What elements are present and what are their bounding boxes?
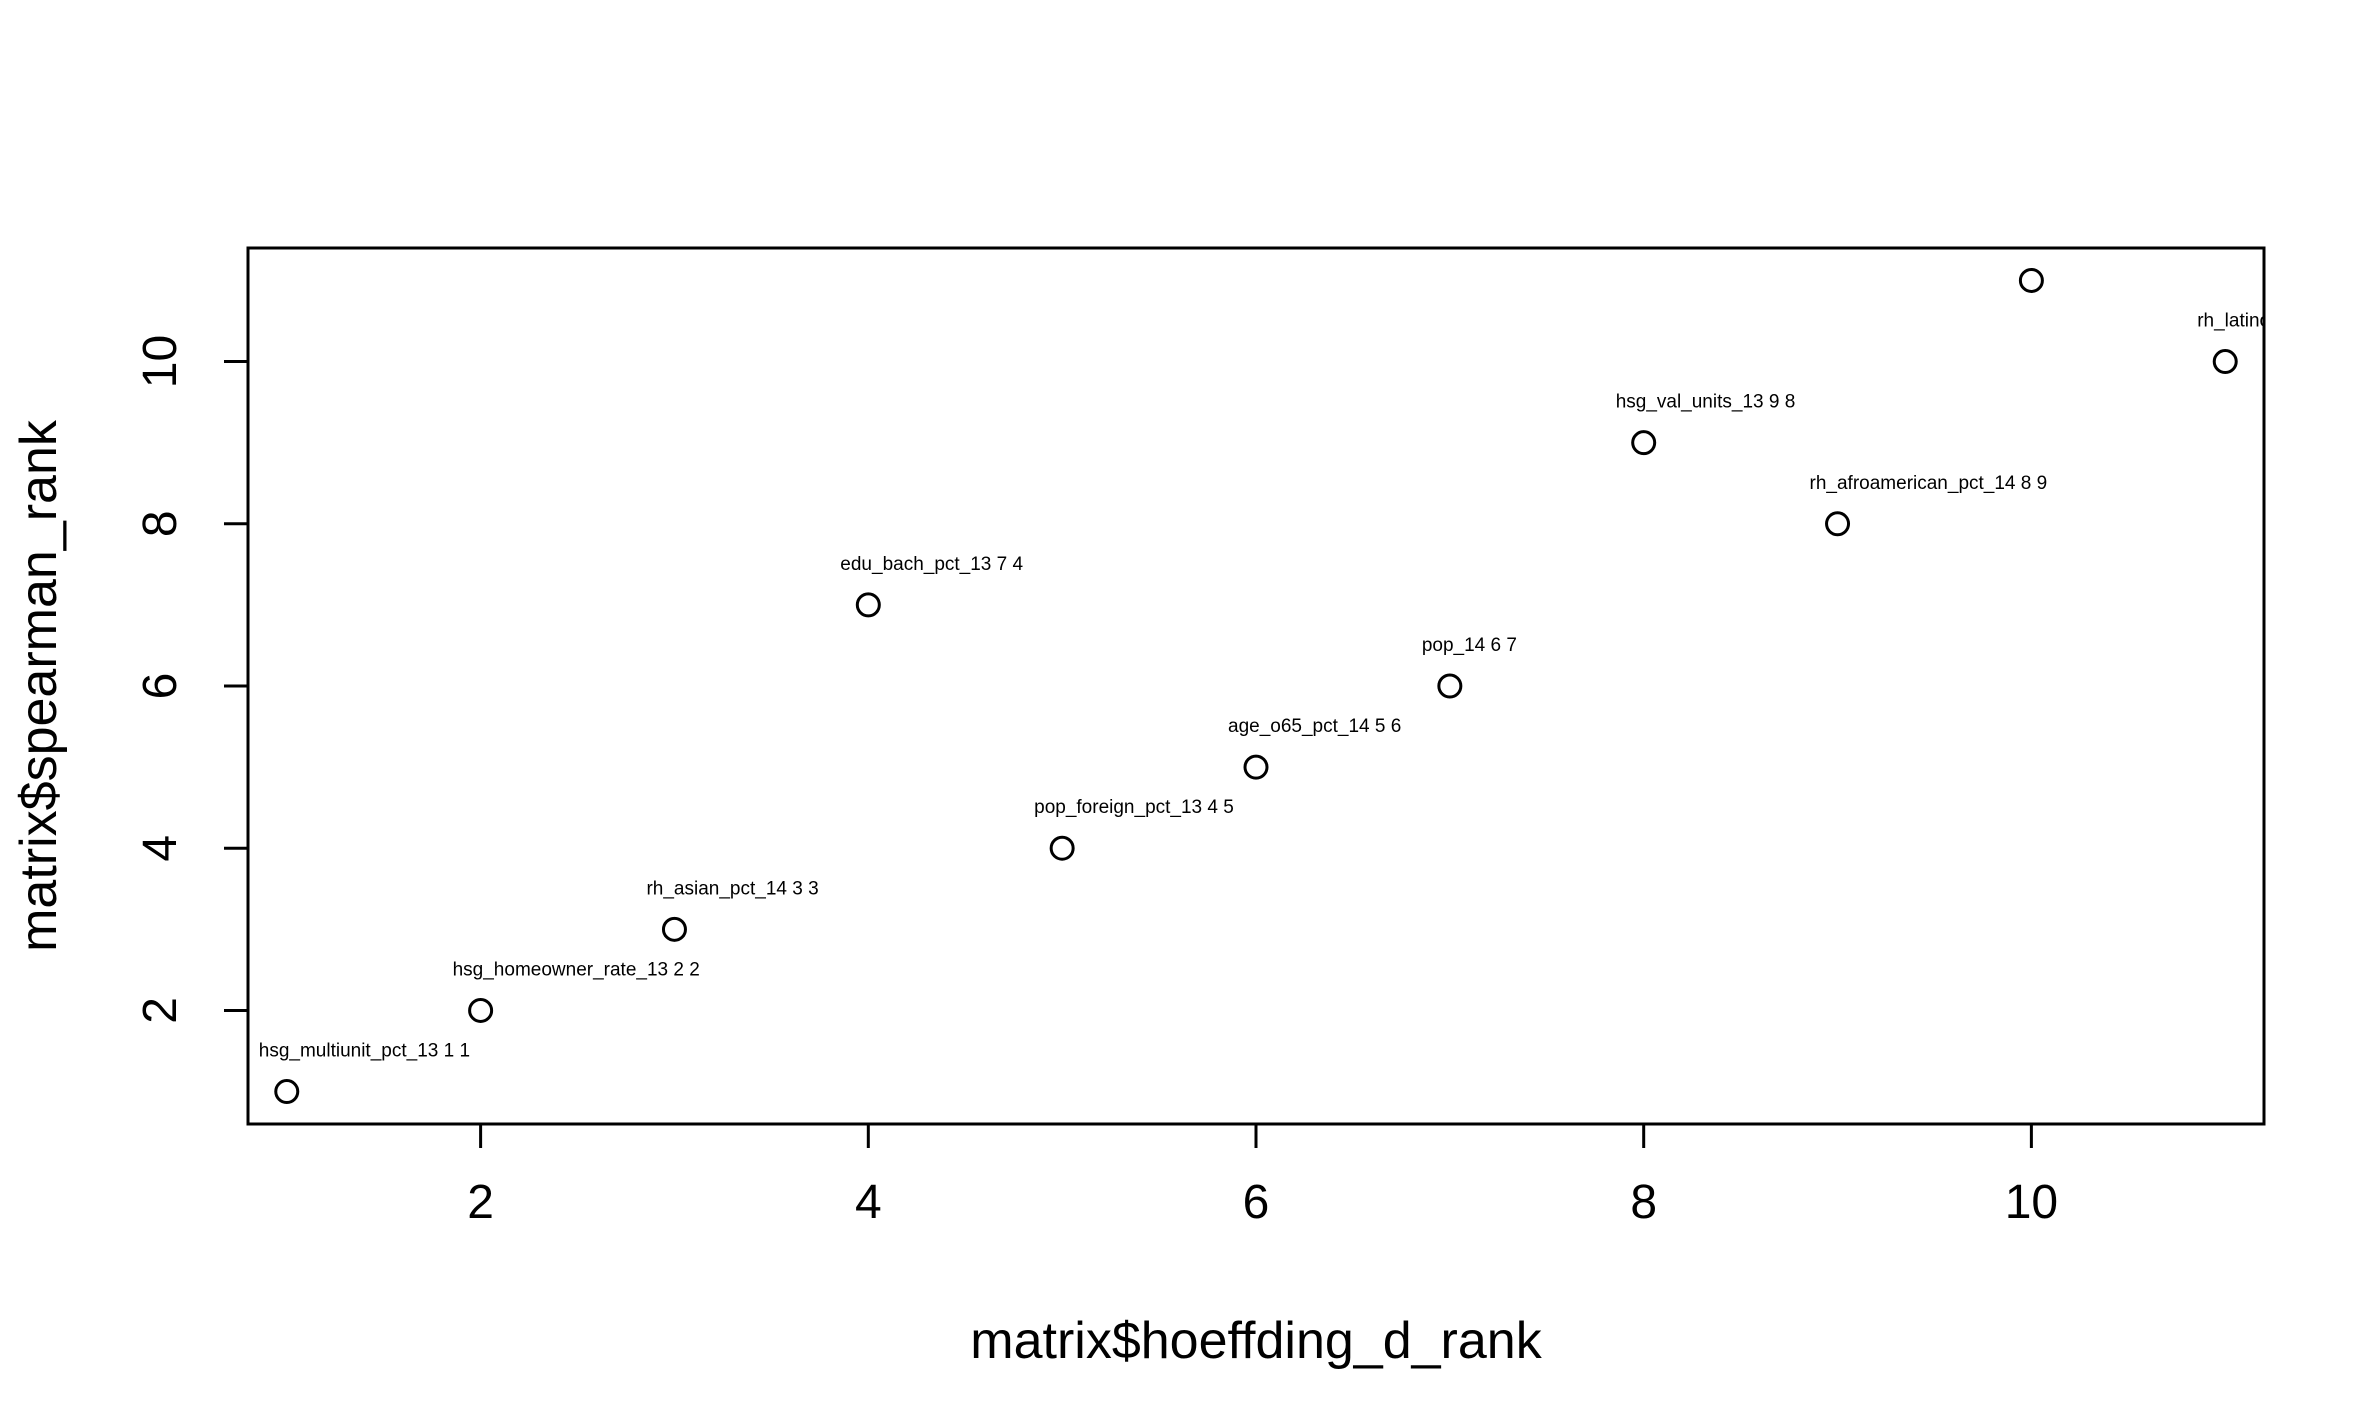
y-axis-title: matrix$spearman_rank (10, 419, 68, 952)
x-tick-label: 4 (855, 1176, 882, 1229)
point-label: hsg_homeowner_rate_13 2 2 (453, 959, 700, 980)
x-tick-label: 10 (2005, 1176, 2058, 1229)
point-labels: hsg_multiunit_pct_13 1 1 hsg_homeowner_ra… (259, 229, 2281, 1062)
point-label: _ _ _ _ (2002, 229, 2062, 250)
point-label: age_o65_pct_14 5 6 (1228, 716, 1401, 737)
y-tick-label: 10 (134, 335, 187, 388)
data-point (1049, 835, 1075, 861)
data-point (1631, 430, 1657, 456)
data-point (2018, 267, 2044, 293)
data-points (274, 267, 2238, 1105)
point-label: rh_latino_ (2197, 311, 2281, 332)
point-label: hsg_multiunit_pct_13 1 1 (259, 1041, 470, 1062)
data-point (1825, 511, 1851, 537)
point-label: hsg_val_units_13 9 8 (1616, 392, 1796, 413)
x-tick-label: 2 (467, 1176, 494, 1229)
y-tick-label: 4 (134, 835, 187, 862)
point-label: pop_foreign_pct_13 4 5 (1034, 797, 1234, 818)
x-axis: 2 4 6 8 10 (467, 1124, 2058, 1229)
y-tick-label: 2 (134, 997, 187, 1024)
x-axis-title: matrix$hoeffding_d_rank (970, 1312, 1542, 1370)
point-label: rh_asian_pct_14 3 3 (646, 878, 818, 899)
point-label: rh_afroamerican_pct_14 8 9 (1810, 473, 2048, 494)
plot-frame (246, 246, 2266, 1126)
data-point (468, 997, 494, 1023)
point-label: pop_14 6 7 (1422, 635, 1517, 656)
y-axis: 2 4 6 8 10 (134, 335, 248, 1024)
x-tick-label: 8 (1630, 1176, 1657, 1229)
x-tick-label: 6 (1243, 1176, 1270, 1229)
data-point (2212, 349, 2238, 375)
data-point (274, 1079, 300, 1105)
data-point (855, 592, 881, 618)
point-label: edu_bach_pct_13 7 4 (840, 554, 1023, 575)
y-tick-label: 6 (134, 673, 187, 700)
data-point (1437, 673, 1463, 699)
data-point (1243, 754, 1269, 780)
y-tick-label: 8 (134, 510, 187, 537)
data-point (661, 916, 687, 942)
